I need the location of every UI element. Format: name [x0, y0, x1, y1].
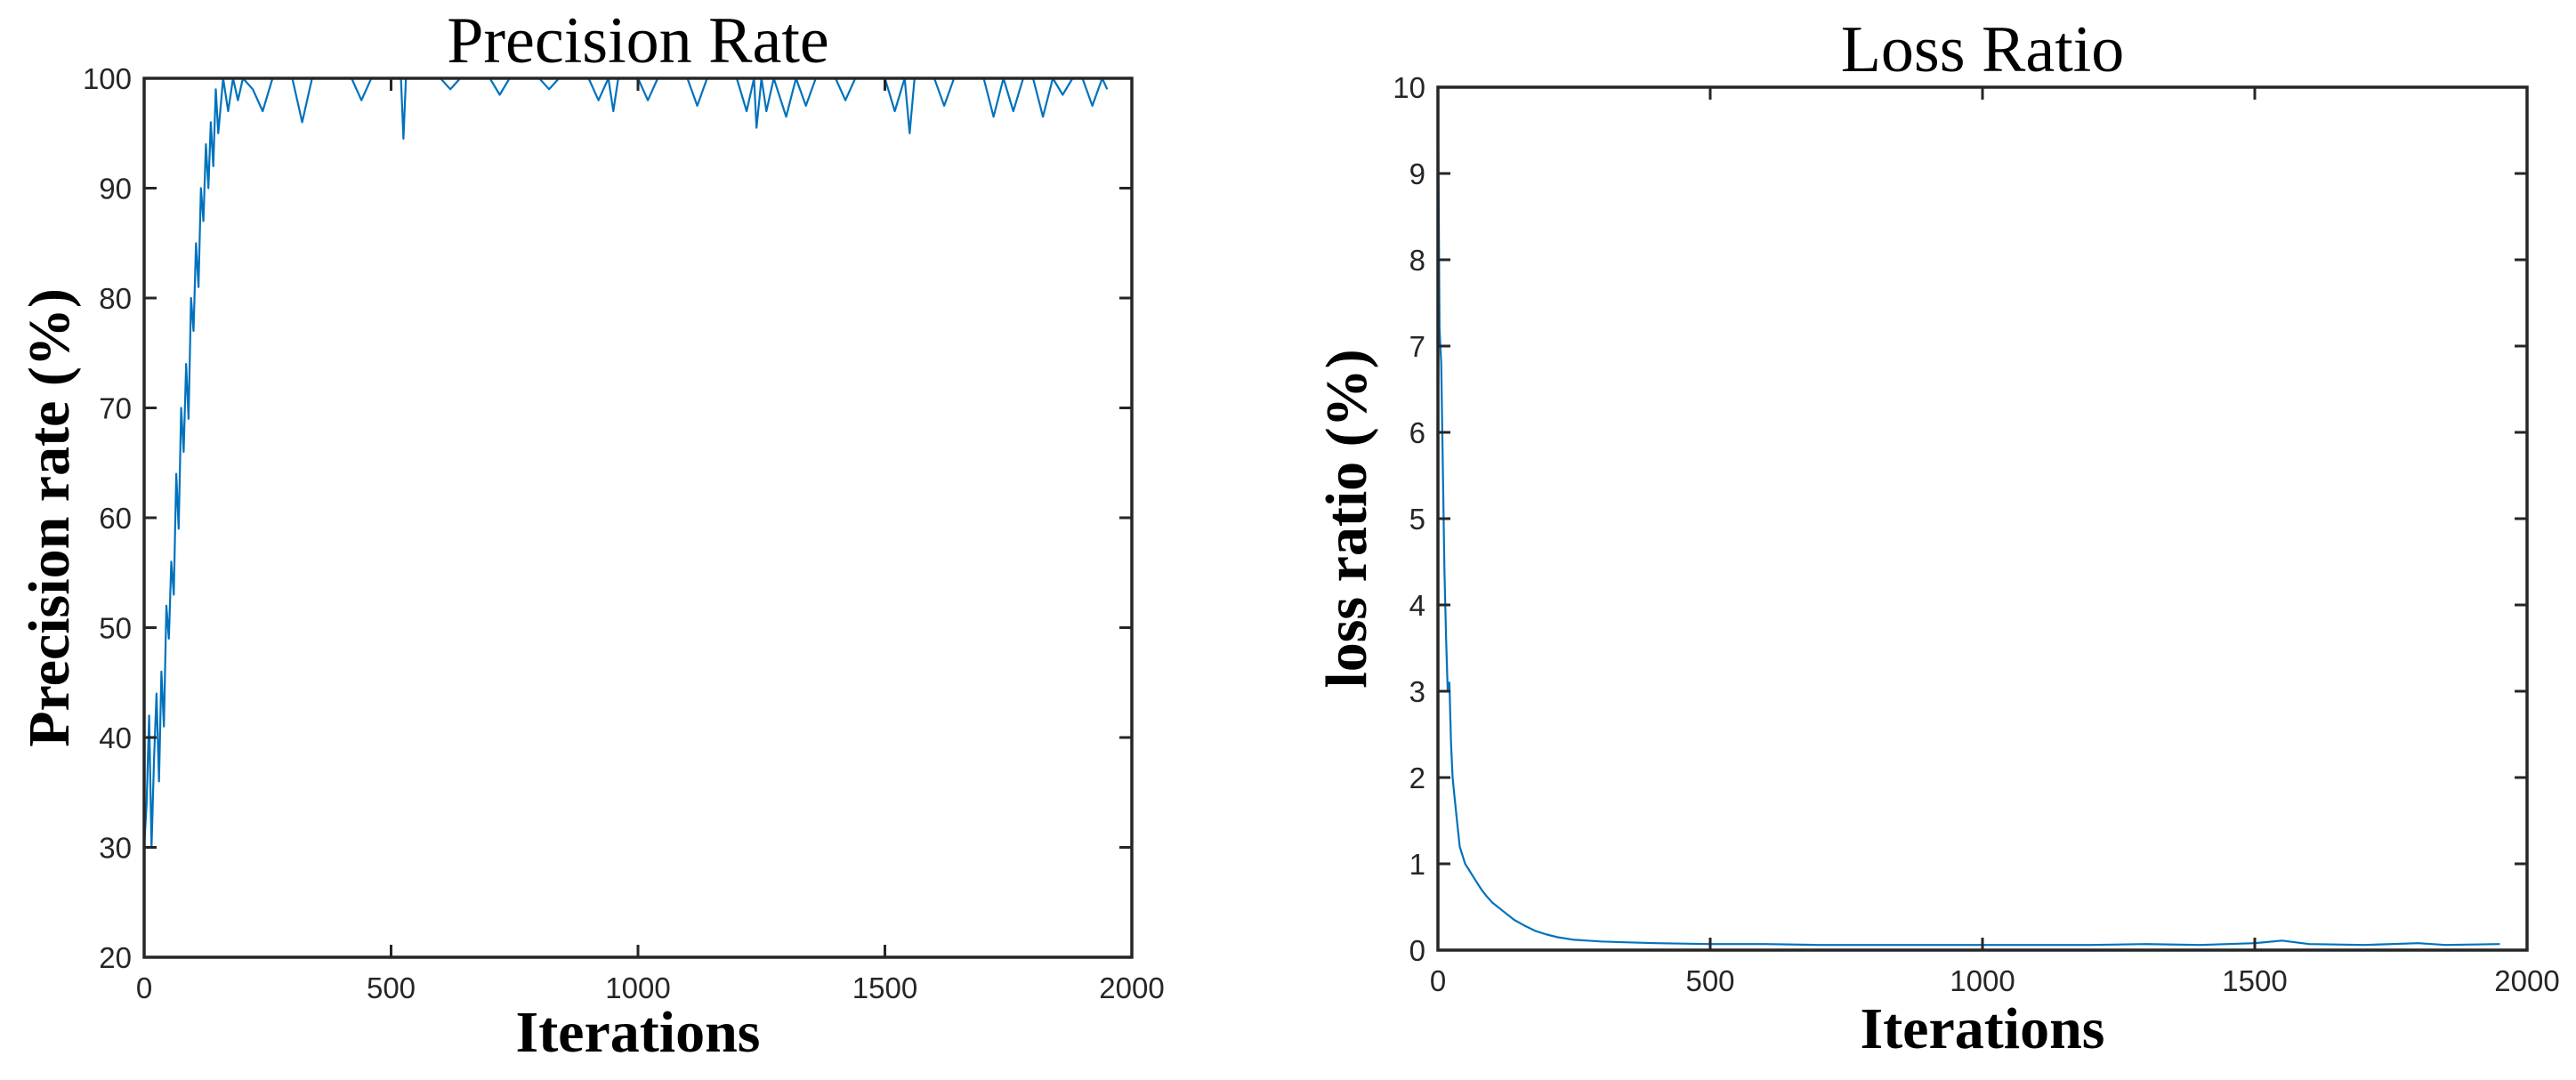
y-tick-label: 1 [1409, 848, 1425, 881]
y-tick-label: 20 [99, 941, 132, 974]
x-tick-label: 0 [1430, 964, 1446, 997]
y-tick-label: 4 [1409, 589, 1425, 622]
x-axis-label: Iterations [516, 1000, 761, 1065]
y-tick-label: 6 [1409, 416, 1425, 449]
x-tick-label: 500 [367, 971, 416, 1004]
y-axis-label: loss ratio (%) [1314, 349, 1379, 688]
y-tick-label: 8 [1409, 244, 1425, 277]
y-tick-label: 80 [99, 282, 132, 315]
x-tick-label: 1500 [2222, 964, 2287, 997]
x-tick-label: 1000 [605, 971, 670, 1004]
y-tick-label: 5 [1409, 503, 1425, 536]
series-group [1436, 86, 2500, 947]
precision-rate-chart: Precision Rate 0 500 1000 1500 2000 20 30 40 50 6… [17, 4, 1165, 1065]
x-tick-label: 0 [136, 971, 152, 1004]
y-tick-label: 40 [99, 721, 132, 754]
tick-group: 0 500 1000 1500 2000 0 1 2 3 4 5 6 7 8 9 10 [1393, 71, 2559, 997]
y-tick-label: 100 [83, 62, 132, 95]
series-line-0 [142, 77, 1109, 849]
y-tick-label: 60 [99, 502, 132, 535]
tick-group: 0 500 1000 1500 2000 20 30 40 50 60 70 80 90 100 [83, 62, 1165, 1004]
x-axis-label: Iterations [1861, 996, 2105, 1061]
y-tick-label: 3 [1409, 675, 1425, 708]
series-group [142, 77, 1109, 849]
y-tick-label: 9 [1409, 157, 1425, 190]
y-tick-label: 50 [99, 612, 132, 645]
x-tick-label: 1500 [852, 971, 917, 1004]
loss-ratio-chart: Loss Ratio 0 500 1000 1500 2000012345678910 … [1314, 13, 2560, 1061]
y-tick-label: 10 [1393, 71, 1425, 104]
plot-frame [142, 77, 1134, 959]
y-tick-label: 90 [99, 173, 132, 206]
series-line-0 [1436, 86, 2500, 947]
chart-title: Precision Rate [447, 4, 829, 77]
y-tick-label: 2 [1409, 762, 1425, 794]
x-tick-label: 1000 [1950, 964, 2015, 997]
chart-title: Loss Ratio [1841, 13, 2125, 86]
plot-frame [1436, 85, 2529, 952]
x-tick-label: 500 [1685, 964, 1734, 997]
y-tick-label: 7 [1409, 330, 1425, 363]
y-tick-label: 0 [1409, 934, 1425, 967]
x-tick-label: 2000 [1099, 971, 1164, 1004]
y-tick-label: 30 [99, 832, 132, 865]
y-tick-label: 70 [99, 392, 132, 425]
y-axis-label: Precision rate (%) [17, 288, 82, 747]
x-tick-label: 2000 [2494, 964, 2559, 997]
